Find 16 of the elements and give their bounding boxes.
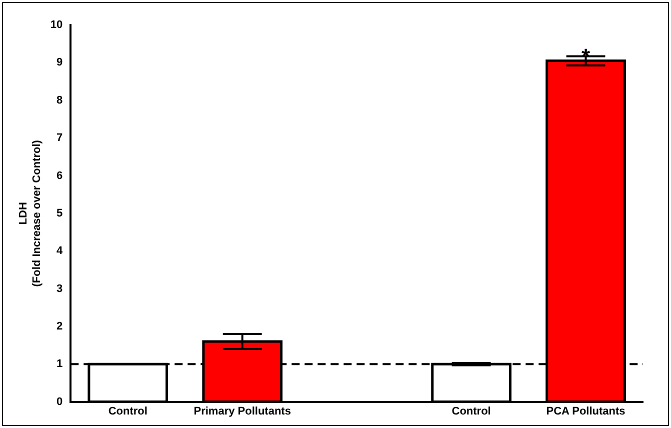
y-tick-label: 5 <box>56 207 63 220</box>
y-tick-label: 0 <box>56 396 63 408</box>
y-tick-label: 3 <box>56 282 63 295</box>
y-tick-label: 9 <box>56 56 63 69</box>
y-tick-label: 8 <box>56 94 63 106</box>
y-tick-label: 4 <box>56 245 64 258</box>
y-tick-label: 6 <box>56 170 63 182</box>
x-tick-label: Control <box>108 405 148 418</box>
y-tick-label: 10 <box>50 19 63 32</box>
x-tick-label: Primary Pollutants <box>194 405 291 418</box>
y-axis-title: LDH (Fold Increase over Control) <box>18 140 43 287</box>
y-tick-label: 7 <box>56 132 63 144</box>
y-tick-label: 1 <box>56 358 63 370</box>
x-tick-label: PCA Pollutants <box>546 405 626 418</box>
x-tick-label: Control <box>452 405 491 418</box>
y-tick-label: 2 <box>56 320 63 332</box>
